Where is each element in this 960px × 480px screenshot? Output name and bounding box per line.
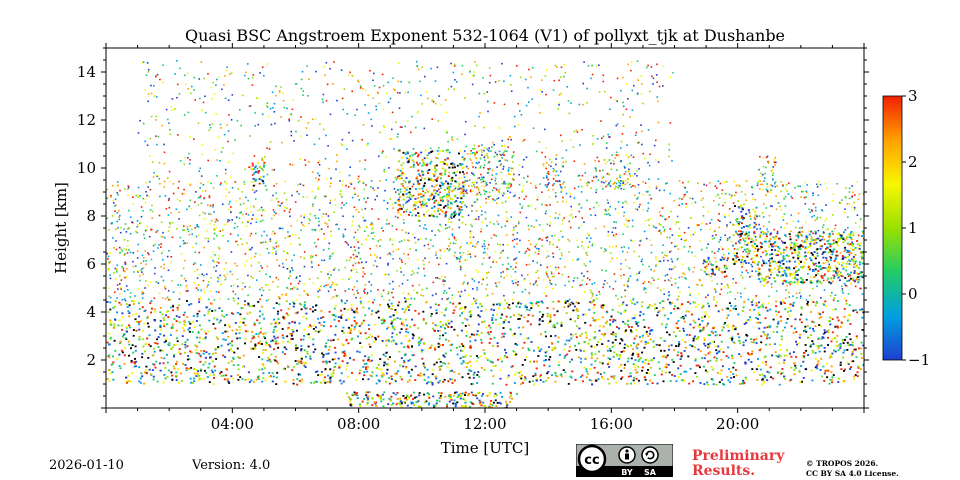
x-tick-label-1: 08:00 xyxy=(337,415,380,433)
feature-cloud-2030-2130 xyxy=(756,230,784,283)
sa-label: SA xyxy=(644,468,657,477)
preliminary-line-2: Results. xyxy=(692,463,756,479)
cc-icon-text: cc xyxy=(584,453,599,468)
x-tick-label-4: 20:00 xyxy=(716,415,759,433)
x-axis: 04:00 08:00 12:00 16:00 20:00 xyxy=(105,43,865,433)
y-tick-label-1: 4 xyxy=(86,303,96,321)
feature-cloud-2130-2400 xyxy=(781,230,864,285)
by-label: BY xyxy=(621,468,633,477)
feature-cirrus-1400 xyxy=(542,156,565,189)
feature-noise-upper-layer xyxy=(137,60,674,181)
feature-cloud-1900-1930 xyxy=(703,256,729,278)
feature-near-ground-0750-1300 xyxy=(346,391,518,408)
y-axis-label: Height [km] xyxy=(52,182,70,274)
heatmap-layer xyxy=(106,60,864,408)
x-tick-label-3: 16:00 xyxy=(590,415,633,433)
feature-noise-lower-layer xyxy=(106,300,864,386)
feature-cirrus-1130-1300 xyxy=(463,144,515,196)
y-tick-label-4: 10 xyxy=(77,159,96,177)
colorbar-tick-label-3: 0 xyxy=(908,285,918,303)
copyright-line-2: CC BY SA 4.0 License. xyxy=(806,469,899,478)
colorbar-tick-label-2: 1 xyxy=(908,219,918,237)
feature-cloud-1950-2030 xyxy=(731,204,759,265)
copyright-note: © TROPOS 2026. CC BY SA 4.0 License. xyxy=(806,459,899,479)
feature-cirrus-0445 xyxy=(248,157,266,187)
colorbar-tick-label-0: 3 xyxy=(908,87,918,105)
feature-noise-mid-layer xyxy=(106,180,864,302)
cc-license-badge[interactable]: cc BY SA xyxy=(576,444,673,477)
feature-cirrus-0930-1130 xyxy=(396,149,465,218)
date-label: 2026-01-10 xyxy=(49,458,124,473)
chart-title: Quasi BSC Angstroem Exponent 532-1064 (V… xyxy=(185,26,785,45)
feature-cirrus-1530-1650 xyxy=(593,154,638,189)
copyright-line-1: © TROPOS 2026. xyxy=(806,459,879,468)
y-tick-label-0: 2 xyxy=(86,351,96,369)
y-axis: 2 4 6 8 10 12 14 xyxy=(77,47,869,409)
cc-icon xyxy=(577,444,607,474)
x-tick-label-2: 12:00 xyxy=(463,415,506,433)
colorbar xyxy=(882,95,903,361)
sa-share-icon xyxy=(641,446,659,464)
colorbar-ticks: 3 2 1 0 −1 xyxy=(902,87,930,369)
y-tick-label-3: 8 xyxy=(86,207,96,225)
colorbar-tick-label-4: −1 xyxy=(908,351,930,369)
version-label: Version: 4.0 xyxy=(192,458,271,473)
y-tick-label-2: 6 xyxy=(86,255,96,273)
colorbar-tick-label-1: 2 xyxy=(908,153,918,171)
preliminary-results-note: Preliminary Results. xyxy=(692,449,784,479)
preliminary-line-1: Preliminary xyxy=(692,448,785,464)
x-tick-label-0: 04:00 xyxy=(211,415,254,433)
y-tick-label-6: 14 xyxy=(77,63,96,81)
y-tick-label-5: 12 xyxy=(77,111,96,129)
feature-cirrus-2030-2100 xyxy=(756,155,777,193)
x-axis-label: Time [UTC] xyxy=(441,439,530,457)
